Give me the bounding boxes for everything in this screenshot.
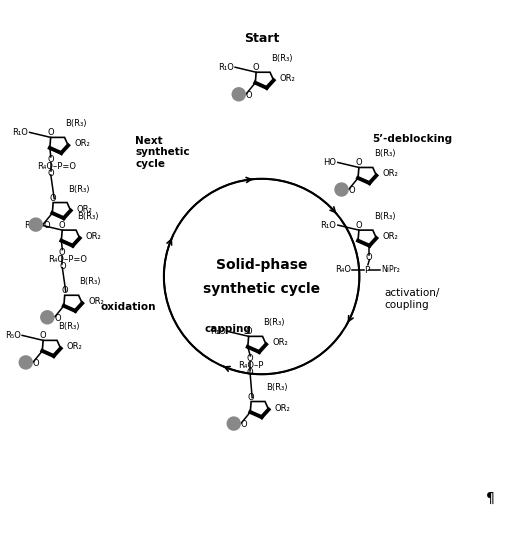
Text: O: O (50, 193, 57, 203)
Text: R₁O: R₁O (320, 221, 336, 230)
Circle shape (29, 218, 42, 231)
Text: oxidation: oxidation (100, 302, 156, 312)
Text: O: O (366, 253, 372, 262)
Text: OR₂: OR₂ (274, 403, 290, 413)
Text: O: O (33, 359, 40, 368)
Text: OR₂: OR₂ (77, 205, 92, 214)
Text: OR₂: OR₂ (85, 232, 101, 241)
Text: B(R₃): B(R₃) (65, 119, 87, 128)
Text: R₁O: R₁O (24, 221, 40, 230)
Text: O: O (47, 155, 54, 164)
Text: O: O (47, 128, 54, 138)
Text: O: O (59, 221, 65, 230)
Text: O: O (246, 91, 252, 100)
Text: O: O (59, 248, 65, 257)
Circle shape (232, 88, 245, 101)
Text: O: O (59, 262, 66, 271)
Text: O: O (55, 314, 61, 323)
Text: O: O (247, 354, 253, 363)
Text: HO: HO (323, 158, 336, 167)
Text: R₁O: R₁O (218, 63, 234, 72)
Text: O: O (247, 368, 253, 377)
Text: B(R₃): B(R₃) (374, 212, 396, 221)
Text: O: O (43, 221, 49, 230)
Circle shape (41, 311, 54, 324)
Text: Start: Start (244, 32, 279, 45)
Text: OR₂: OR₂ (66, 342, 82, 351)
Text: R₄O–P: R₄O–P (238, 361, 263, 370)
Text: R₄O–P=O: R₄O–P=O (48, 255, 88, 264)
Text: synthetic cycle: synthetic cycle (203, 282, 320, 296)
Text: R₄O: R₄O (335, 265, 351, 274)
Text: R₁O: R₁O (12, 128, 28, 137)
Circle shape (227, 417, 241, 430)
Text: R₁O: R₁O (210, 327, 226, 336)
Text: B(R₃): B(R₃) (58, 322, 79, 332)
Text: Solid-phase: Solid-phase (216, 259, 307, 272)
Text: B(R₃): B(R₃) (68, 184, 90, 193)
Text: ¶: ¶ (486, 490, 495, 505)
Text: O: O (245, 327, 252, 336)
Text: O: O (248, 392, 254, 401)
Text: OR₂: OR₂ (272, 338, 288, 348)
Text: 5’-deblocking: 5’-deblocking (372, 134, 452, 144)
Text: activation/
coupling: activation/ coupling (384, 288, 440, 310)
Text: B(R₃): B(R₃) (80, 277, 101, 286)
Text: O: O (355, 158, 362, 167)
Text: R₄O–P=O: R₄O–P=O (37, 163, 76, 172)
Text: R₅O: R₅O (5, 331, 21, 340)
Text: O: O (349, 186, 355, 195)
Text: O: O (40, 332, 46, 341)
Text: OR₂: OR₂ (74, 140, 90, 148)
Text: O: O (355, 221, 362, 230)
Text: Next
synthetic
cycle: Next synthetic cycle (135, 135, 190, 169)
Text: OR₂: OR₂ (280, 74, 296, 83)
Text: NiPr₂: NiPr₂ (382, 265, 400, 274)
Text: OR₂: OR₂ (382, 169, 398, 179)
Text: B(R₃): B(R₃) (264, 318, 285, 327)
Text: OR₂: OR₂ (88, 297, 104, 306)
Text: O: O (253, 63, 260, 72)
Text: O: O (61, 286, 68, 295)
Text: OR₂: OR₂ (382, 232, 398, 241)
Text: O: O (241, 420, 248, 429)
Text: capping: capping (204, 324, 251, 334)
Text: O: O (47, 169, 54, 178)
Text: B(R₃): B(R₃) (266, 384, 287, 392)
Text: B(R₃): B(R₃) (271, 54, 293, 63)
Text: B(R₃): B(R₃) (374, 149, 396, 158)
Text: B(R₃): B(R₃) (77, 212, 98, 221)
Circle shape (19, 356, 32, 369)
Text: P: P (364, 266, 370, 274)
Circle shape (335, 183, 348, 196)
